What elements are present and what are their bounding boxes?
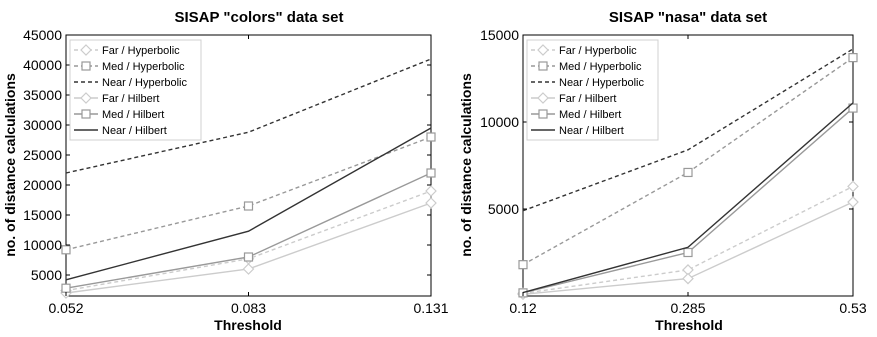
y-tick-label: 35000	[23, 87, 62, 103]
series-line-near-hilbert	[522, 102, 854, 294]
legend-box	[526, 39, 659, 141]
data-point-far-hyperbolic	[847, 180, 859, 193]
legend-label-med-hyperbolic: Med / Hyperbolic	[559, 61, 642, 73]
data-point-far-hilbert	[425, 197, 437, 209]
data-point-far-hyperbolic	[425, 185, 437, 197]
x-tick-label: 0.131	[413, 300, 448, 316]
legend-label-far-hyperbolic: Far / Hyperbolic	[559, 45, 637, 57]
legend-label-med-hilbert: Med / Hilbert	[559, 109, 621, 121]
y-tick-label: 10000	[480, 114, 519, 130]
legend-label-far-hyperbolic: Far / Hyperbolic	[102, 45, 180, 57]
chart-title: SISAP "colors" data set	[174, 9, 343, 26]
series-layer	[517, 48, 859, 301]
legend-label-far-hilbert: Far / Hilbert	[559, 93, 616, 105]
y-tick-label: 30000	[23, 117, 62, 133]
x-axis-label: Threshold	[655, 317, 723, 333]
legend-marker-far-hilbert	[537, 92, 549, 104]
x-tick-label: 0.083	[231, 300, 266, 316]
series-layer	[60, 58, 437, 299]
y-tick-label: 5000	[488, 201, 519, 217]
series-line-med-hyperbolic	[65, 136, 432, 251]
series-line-far-hyperbolic	[522, 185, 854, 295]
x-axis-label: Threshold	[214, 317, 282, 333]
data-point-med-hilbert	[683, 247, 693, 258]
x-tick-label: 0.052	[48, 300, 83, 316]
y-axis-label: no. of distance calculations	[458, 73, 474, 257]
ticks-layer: 0.12 0.285 0.53 5000 10000 15000	[480, 27, 867, 316]
x-tick-label: 0.285	[670, 300, 705, 316]
data-point-med-hyperbolic	[243, 201, 254, 211]
series-line-near-hyperbolic	[65, 58, 432, 174]
ticks-layer: 0.052 0.083 0.131 5000 10000 15000 20000 25000 3…	[23, 27, 449, 316]
legend-label-med-hilbert: Med / Hilbert	[102, 109, 164, 121]
data-point-far-hilbert	[847, 196, 859, 208]
legend-marker-far-hilbert	[80, 92, 92, 104]
y-tick-label: 15000	[480, 27, 519, 43]
legend-marker-med-hyperbolic	[81, 61, 91, 71]
legend-box	[69, 39, 202, 141]
series-line-near-hilbert	[65, 127, 432, 281]
data-point-med-hyperbolic	[518, 260, 528, 270]
legend-label-near-hyperbolic: Near / Hyperbolic	[102, 77, 187, 89]
legend-marker-far-hyperbolic	[537, 44, 549, 56]
legend-label-med-hyperbolic: Med / Hyperbolic	[102, 61, 185, 73]
data-point-med-hyperbolic	[848, 53, 858, 63]
legend-marker-far-hyperbolic	[80, 44, 92, 56]
data-point-med-hilbert	[426, 168, 436, 178]
y-tick-label: 10000	[23, 237, 62, 253]
legend-label-far-hilbert: Far / Hilbert	[102, 93, 159, 105]
legend-marker-med-hilbert	[81, 109, 91, 119]
y-tick-label: 40000	[23, 57, 62, 73]
y-tick-label: 20000	[23, 177, 62, 193]
data-point-med-hyperbolic	[426, 132, 436, 142]
data-point-med-hyperbolic	[683, 167, 693, 178]
legend-label-near-hilbert: Near / Hilbert	[559, 125, 624, 137]
legend-label-near-hyperbolic: Near / Hyperbolic	[559, 77, 644, 89]
series-line-near-hyperbolic	[522, 48, 854, 212]
x-tick-label: 0.53	[839, 300, 866, 316]
legend: Far / Hyperbolic Med / Hyperbolic Near / H…	[69, 39, 202, 141]
y-axis-label: no. of distance calculations	[2, 73, 18, 257]
legend-marker-med-hyperbolic	[538, 61, 548, 71]
data-point-med-hilbert	[848, 103, 858, 113]
legend-marker-med-hilbert	[538, 109, 548, 119]
data-point-med-hyperbolic	[61, 245, 71, 255]
legend: Far / Hyperbolic Med / Hyperbolic Near / H…	[526, 39, 659, 141]
chart-title: SISAP "nasa" data set	[609, 9, 767, 26]
y-tick-label: 25000	[23, 147, 62, 163]
chart-nasa: SISAP "nasa" data set 0.12 0.285 0.53 5000 1…	[458, 9, 867, 333]
data-point-med-hilbert	[243, 252, 254, 262]
x-tick-label: 0.12	[509, 300, 536, 316]
data-point-far-hilbert	[682, 272, 694, 285]
chart-colors: SISAP "colors" data set 0.052 0.083 0.131 5…	[2, 9, 449, 333]
y-tick-label: 15000	[23, 207, 62, 223]
y-tick-label: 5000	[31, 267, 62, 283]
y-tick-label: 45000	[23, 27, 62, 43]
legend-label-near-hilbert: Near / Hilbert	[102, 125, 167, 137]
data-point-med-hilbert	[61, 283, 71, 293]
data-point-far-hilbert	[242, 263, 255, 275]
